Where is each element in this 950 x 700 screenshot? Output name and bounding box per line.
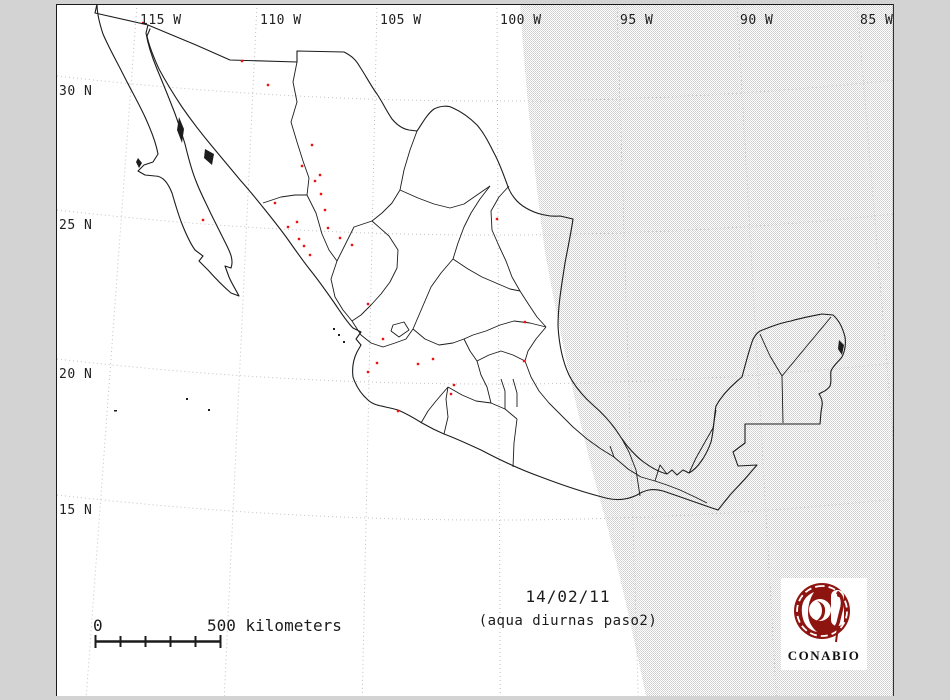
fire-hotspot-dot [300,164,304,168]
scalebar-start-label: 0 [93,616,103,635]
conabio-logo: CONABIO [781,578,867,670]
fire-hotspot-dot [338,236,342,240]
map-canvas [56,4,894,696]
caption-block: 14/02/11 (aqua diurnas paso2) [396,587,740,629]
grid-longitude-label: 85 W [860,13,894,28]
fire-hotspot-dot [313,179,317,183]
fire-hotspot-dot [431,357,435,361]
fire-hotspot-dot [375,361,379,365]
fire-hotspot-dot [141,21,145,25]
fire-hotspot-dot [366,370,370,374]
fire-hotspot-dot [452,383,456,387]
guatemala-belize-border [717,423,821,511]
grid-latitude-label: 30 N [59,84,93,99]
fire-hotspot-dot [326,226,330,230]
fire-hotspot-dot [201,218,205,222]
no-data-swath-region [520,4,894,696]
fire-hotspot-dot [295,220,299,224]
fire-hotspot-dot [522,359,526,363]
fire-hotspot-dot [297,237,301,241]
fire-hotspot-dot [495,217,499,221]
grid-longitude-label: 105 W [380,13,422,28]
conabio-label: CONABIO [787,648,861,663]
grid-longitude-label: 90 W [740,13,774,28]
grid-latitude-label: 15 N [59,503,93,518]
grid-latitude-label: 25 N [59,218,93,233]
grid-longitude-label: 115 W [140,13,182,28]
scalebar-distance-label: 500 kilometers [207,616,342,635]
fire-hotspot-dot [240,59,244,63]
fire-hotspot-dot [350,243,354,247]
islands [114,117,844,412]
graticule-gridlines [56,4,894,696]
fire-hotspot-dot [308,253,312,257]
baja-california-peninsula [94,4,240,297]
fire-hotspot-dot [416,362,420,366]
fire-hotspot-dot [381,337,385,341]
plot-frame [56,4,894,696]
grid-latitude-label: 20 N [59,367,93,382]
pacific-coast [146,28,719,511]
us-border-and-gulf-coast [147,24,846,476]
grid-longitude-label: 100 W [500,13,542,28]
fire-hotspot-dot [366,302,370,306]
scalebar-icon [94,635,222,648]
state-boundaries [262,61,832,504]
fire-hotspot-dot [319,192,323,196]
conabio-emblem-icon [794,583,850,643]
fire-hotspot-dot [523,320,527,324]
grid-longitude-label: 110 W [260,13,302,28]
fire-hotspot-dot [266,83,270,87]
fire-hotspot-dot [310,143,314,147]
fire-hotspot-dot [323,208,327,212]
map-plot: 0 500 kilometers 14/02/11 (aqua diurnas … [56,4,894,696]
caption-subtitle: (aqua diurnas paso2) [478,613,658,629]
fire-hotspot-dot [286,225,290,229]
fire-hotspot-dot [449,392,453,396]
fire-hotspot-dot [318,173,322,177]
fire-hotspot-dot [302,244,306,248]
fire-hotspot-layer [141,21,527,413]
grid-longitude-label: 95 W [620,13,654,28]
fire-hotspot-dot [396,409,400,413]
caption-date: 14/02/11 [525,587,611,606]
fire-hotspot-dot [273,201,277,205]
